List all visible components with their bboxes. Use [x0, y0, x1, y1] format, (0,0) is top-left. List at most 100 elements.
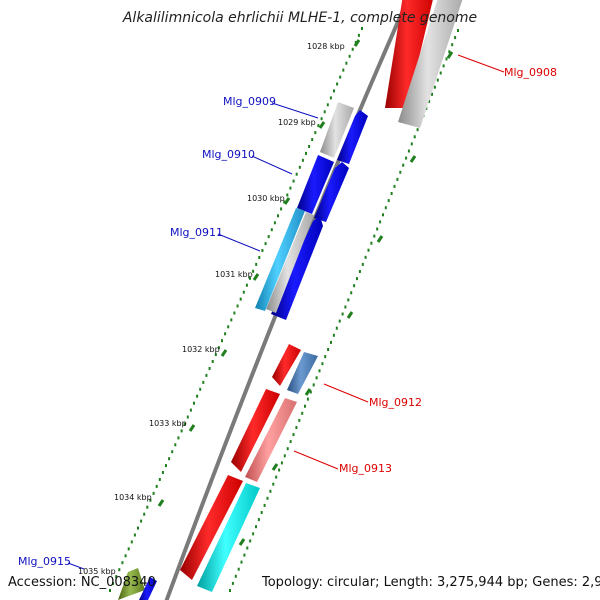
tick-dot: [327, 348, 330, 351]
tick-dot: [428, 99, 431, 103]
tick-mark: [353, 39, 361, 47]
tick-dot: [133, 533, 136, 537]
tick-dot: [344, 305, 347, 309]
tick-dot: [240, 560, 243, 564]
gene-arrow-mlg-0911-b: [271, 216, 323, 320]
tick-dot: [339, 75, 342, 79]
tick-dot: [233, 311, 236, 315]
accession-text: Accession: NC_008340: [8, 575, 156, 590]
gene-arrow-red-small: [272, 344, 301, 386]
tick-dot: [137, 526, 139, 530]
tick-dot: [335, 326, 338, 330]
gene-arrow-mlg-0911-sky: [255, 208, 305, 311]
tick-dot: [317, 124, 320, 128]
tick-dot: [245, 283, 248, 287]
forward-features: [197, 0, 463, 592]
tick-dot: [221, 339, 223, 343]
tick-dot: [351, 47, 354, 51]
tick-mark: [376, 235, 384, 243]
tick-dot: [370, 241, 373, 245]
tick-dot: [345, 61, 348, 65]
tick-dot: [234, 574, 237, 578]
tick-dot: [115, 575, 118, 579]
tick-dot: [308, 145, 311, 148]
tick-dot: [399, 170, 402, 174]
tick-mark: [271, 463, 279, 471]
tick-dot: [295, 426, 298, 429]
gene-label-mlg-0908[interactable]: Mlg_0908: [504, 66, 557, 79]
tick-dot: [315, 376, 318, 380]
tick-dot: [205, 373, 208, 377]
tick-dot: [273, 221, 276, 225]
tick-labels: 1028 kbp 1029 kbp 1030 kbp 1031 kbp 1032…: [78, 42, 345, 576]
tick-dot: [177, 436, 180, 440]
tick-dot: [454, 36, 457, 40]
tick-dot: [275, 475, 278, 479]
tick-dot: [439, 71, 442, 75]
tick-dot: [457, 29, 459, 32]
tick-dot: [304, 404, 306, 408]
tick-dot: [431, 92, 433, 96]
tick-dot: [373, 234, 376, 238]
tick-dot: [390, 192, 393, 195]
tick-dot: [193, 401, 195, 405]
tick-dot: [236, 304, 239, 308]
tick-dot: [246, 546, 249, 550]
tick-dot: [152, 491, 155, 495]
tick-dot: [318, 369, 321, 373]
tick-dot: [364, 255, 367, 259]
tick-dot: [350, 291, 353, 295]
gene-arrow-grey-outer: [398, 0, 463, 128]
tick-dot: [382, 213, 384, 217]
gene-label-mlg-0909[interactable]: Mlg_0909: [223, 95, 276, 108]
tick-dot: [384, 206, 387, 210]
tick-dot: [283, 454, 286, 458]
tick-dot: [387, 199, 390, 203]
gene-arrow-mlg-0912: [287, 352, 318, 394]
tick-dot: [357, 33, 360, 37]
tick-ring-inner: [109, 27, 363, 592]
gene-label-mlg-0913[interactable]: Mlg_0913: [339, 462, 392, 475]
gene-label-mlg-0910[interactable]: Mlg_0910: [202, 148, 255, 161]
tick-dot: [367, 248, 370, 252]
tick-dot: [266, 496, 269, 500]
tick-dot: [309, 390, 312, 394]
tick-dot: [255, 525, 257, 529]
tick-dot: [124, 554, 127, 558]
tick-dot: [416, 128, 419, 132]
gene-label-mlg-0915[interactable]: Mlg_0915: [18, 555, 71, 568]
tick-dot: [289, 440, 292, 444]
tick-dot: [361, 262, 364, 266]
callout-line-mlg-0911: [217, 233, 261, 252]
callout-line-mlg-0913: [293, 450, 339, 470]
gene-label-mlg-0911[interactable]: Mlg_0911: [170, 226, 223, 239]
tick-dot: [278, 468, 281, 472]
tick-dot: [229, 589, 231, 592]
tick-dot: [295, 172, 298, 176]
tick-dot: [269, 489, 272, 493]
tick-label: 1028 kbp: [307, 42, 345, 51]
tick-dot: [379, 220, 382, 224]
topology-text: Topology: circular; Length: 3,275,944 bp…: [262, 575, 600, 590]
tick-dot: [321, 362, 324, 366]
gene-label-mlg-0912[interactable]: Mlg_0912: [369, 396, 422, 409]
tick-dot: [402, 163, 405, 167]
tick-dot: [329, 96, 332, 100]
tick-dot: [155, 484, 158, 488]
tick-dot: [230, 318, 233, 322]
callout-line-mlg-0910: [251, 155, 293, 175]
tick-dot: [121, 561, 124, 565]
callout-lines: [67, 54, 505, 570]
tick-dot: [202, 380, 205, 384]
tick-dot: [396, 177, 399, 181]
tick-dot: [393, 184, 396, 188]
tick-dot: [298, 418, 301, 422]
tick-mark: [220, 349, 228, 357]
tick-dot: [292, 179, 295, 183]
tick-dot: [217, 346, 220, 350]
tick-mark: [157, 499, 165, 507]
tick-dot: [311, 138, 314, 141]
gene-arrow-cyan-lower: [197, 483, 260, 592]
gene-arrow-red-mid: [231, 389, 280, 472]
tick-dot: [280, 461, 283, 465]
